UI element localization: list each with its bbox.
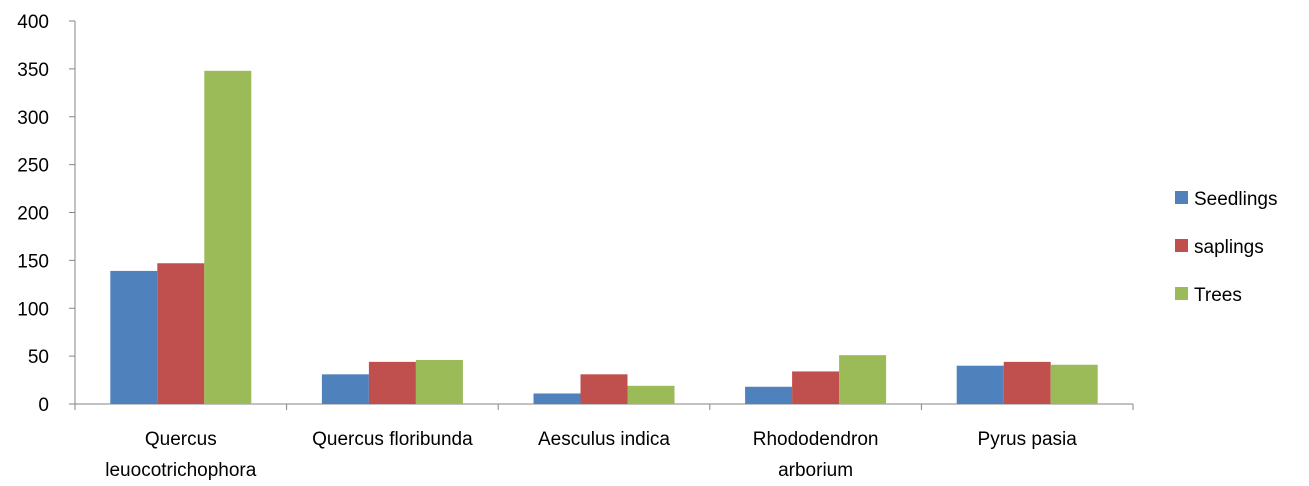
legend-swatch-saplings: [1175, 239, 1188, 252]
bar-seedlings-4: [956, 365, 1004, 404]
y-tick-label: 100: [17, 299, 49, 320]
x-category-label: Aesculus indica: [538, 429, 670, 450]
y-tick-label: 150: [17, 251, 49, 272]
y-tick-label: 200: [17, 204, 49, 225]
y-tick-label: 0: [38, 395, 49, 416]
bar-seedlings-1: [321, 374, 369, 404]
bar-seedlings-2: [533, 393, 581, 404]
y-tick-label: 250: [17, 156, 49, 177]
x-category-label: Rhododendron arborium: [753, 429, 879, 481]
x-category-label-line: Pyrus pasia: [978, 429, 1078, 450]
bar-trees-1: [415, 359, 463, 404]
bar-trees-2: [627, 385, 675, 404]
y-tick-label: 300: [17, 108, 49, 129]
x-category-label-line: Quercus floribunda: [312, 429, 473, 450]
bar-saplings-4: [1003, 361, 1051, 404]
x-category-label: Quercus leuocotrichophora: [105, 429, 256, 481]
bar-trees-4: [1050, 364, 1098, 404]
x-category-label-line: leuocotrichophora: [105, 460, 256, 481]
bars: [110, 70, 1098, 404]
y-tick-label: 350: [17, 60, 49, 81]
legend-swatch-trees: [1175, 287, 1188, 300]
x-category-label-line: Aesculus indica: [538, 429, 670, 450]
bar-trees-0: [204, 70, 252, 404]
y-axis: 0 50 100 150 200 250 300 350 400: [17, 12, 76, 416]
bar-seedlings-3: [745, 386, 793, 404]
x-category-label: Quercus floribunda: [312, 429, 473, 450]
x-axis: Quercus leuocotrichophora Quercus floribun…: [74, 403, 1134, 481]
legend-swatch-seedlings: [1175, 191, 1188, 204]
x-category-label: Pyrus pasia: [978, 429, 1078, 450]
legend-label-trees: Trees: [1194, 285, 1242, 306]
legend-label-saplings: saplings: [1194, 237, 1264, 258]
bar-saplings-2: [580, 374, 628, 404]
bar-trees-3: [839, 355, 887, 404]
bar-seedlings-0: [110, 270, 158, 404]
bar-saplings-1: [368, 361, 416, 404]
legend: Seedlings saplings Trees: [1175, 189, 1277, 306]
bar-saplings-0: [157, 263, 205, 404]
x-category-label-line: Rhododendron: [753, 429, 879, 450]
y-tick-label: 400: [17, 12, 49, 33]
x-category-label-line: Quercus: [145, 429, 217, 450]
x-category-label-line: arborium: [778, 460, 853, 481]
y-tick-label: 50: [28, 347, 49, 368]
bar-saplings-3: [792, 371, 840, 404]
legend-label-seedlings: Seedlings: [1194, 189, 1277, 210]
